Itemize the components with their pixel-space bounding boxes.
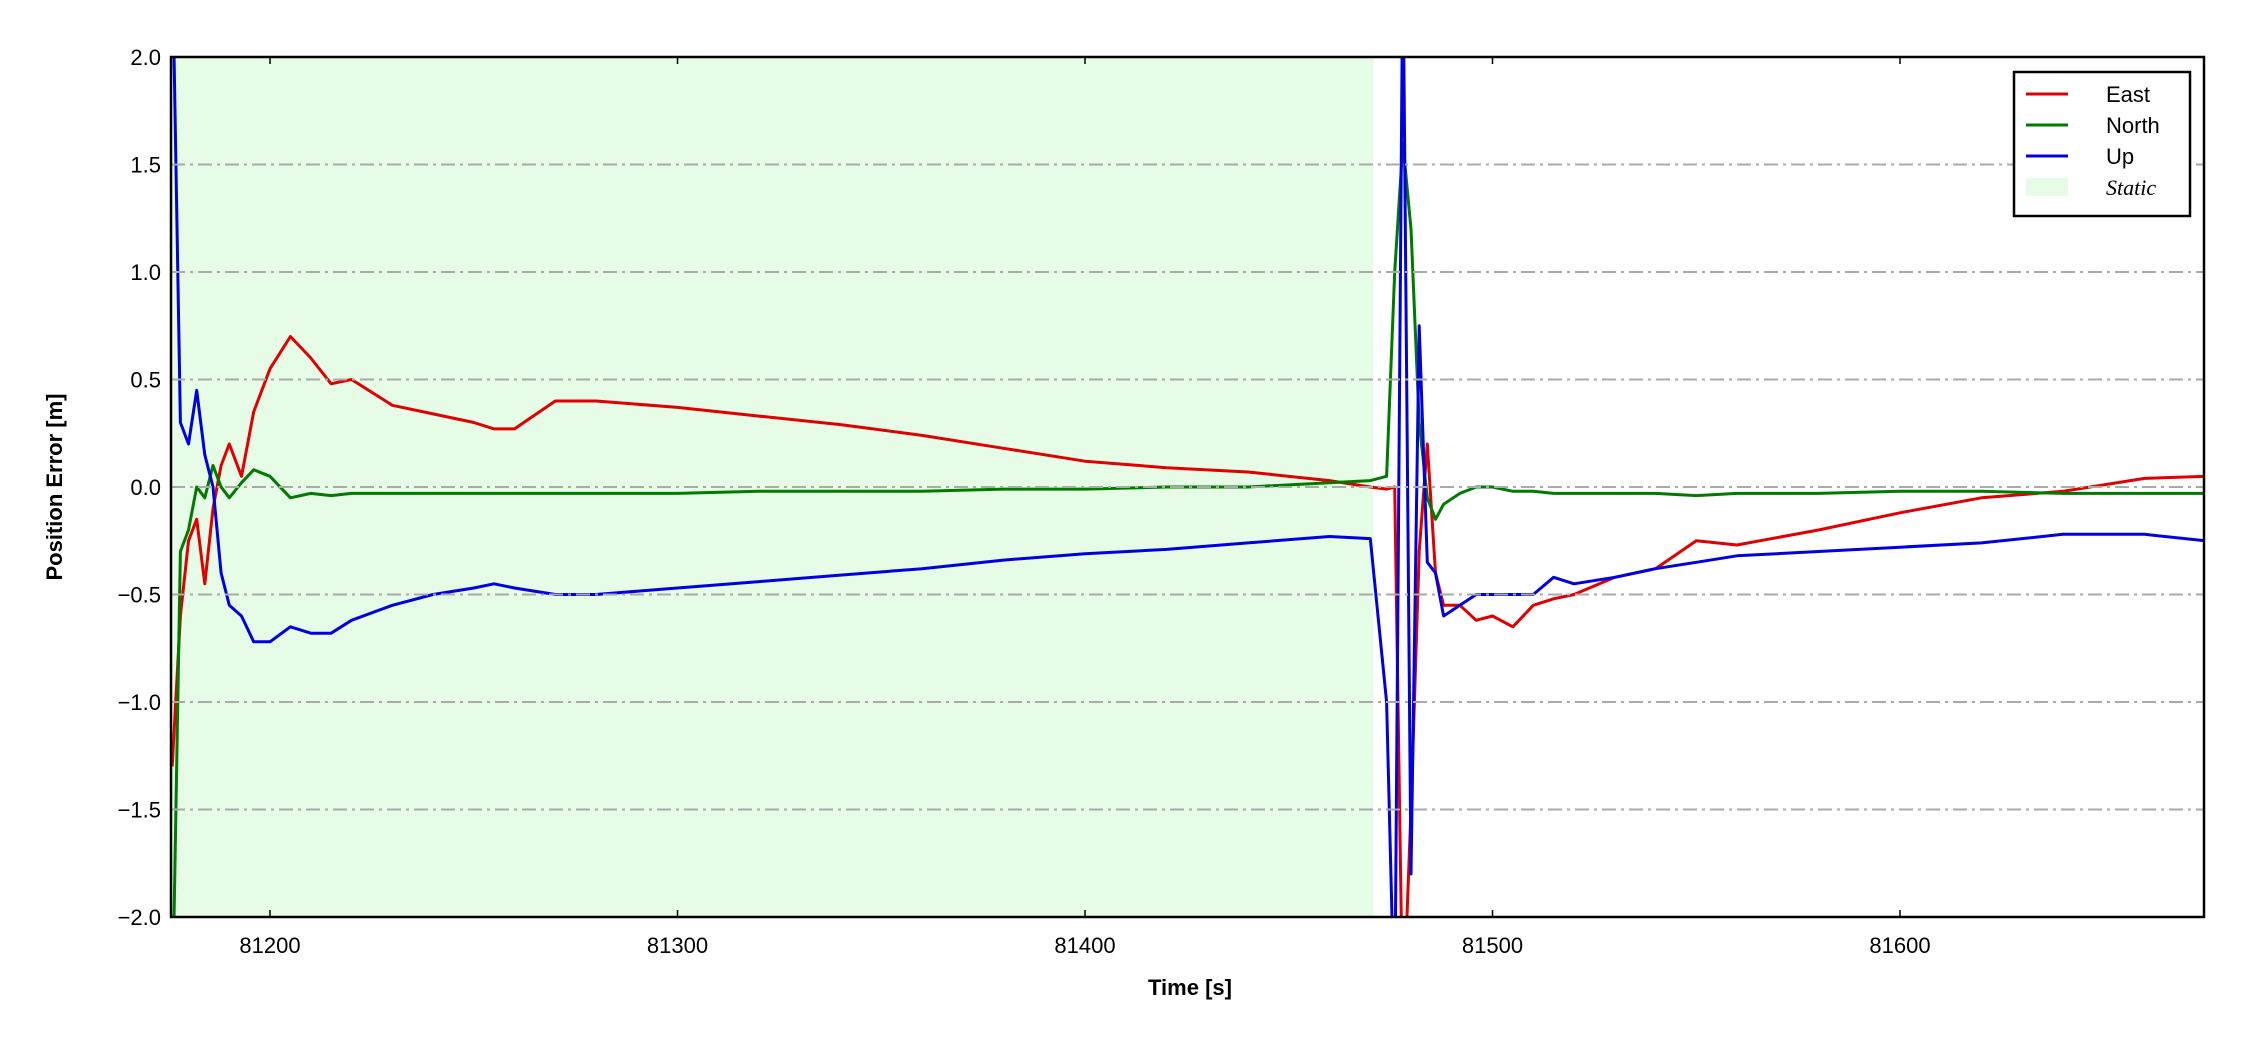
y-tick-label: 1.5 xyxy=(130,153,161,178)
y-tick-label: 1.0 xyxy=(130,260,161,285)
x-tick-label: 81500 xyxy=(1462,933,1523,958)
legend-label: Static xyxy=(2106,175,2156,200)
plot-frame xyxy=(169,55,2206,919)
y-tick-label: 0.0 xyxy=(130,475,161,500)
y-tick-label: −0.5 xyxy=(118,583,161,608)
legend-label: North xyxy=(2106,113,2160,138)
y-tick-label: −2.0 xyxy=(118,905,161,930)
series-line xyxy=(171,335,2204,917)
y-tick-label: −1.5 xyxy=(118,798,161,823)
series-line xyxy=(172,141,2204,917)
y-tick-label: 2.0 xyxy=(130,45,161,70)
x-tick-label: 81600 xyxy=(1869,933,1930,958)
legend: East North Up Static xyxy=(2012,70,2192,218)
legend-label: East xyxy=(2106,82,2150,107)
y-tick-label: −1.0 xyxy=(118,690,161,715)
y-axis-label: Position Error [m] xyxy=(42,393,67,580)
y-tick-label: 0.5 xyxy=(130,368,161,393)
legend-swatch xyxy=(2026,178,2068,196)
x-tick-label: 81400 xyxy=(1054,933,1115,958)
plot-area xyxy=(171,57,2204,917)
x-tick-label: 81300 xyxy=(647,933,708,958)
series-line xyxy=(172,57,2204,917)
x-axis-label: Time [s] xyxy=(1148,975,1232,1000)
legend-label: Up xyxy=(2106,144,2134,169)
x-tick-label: 81200 xyxy=(239,933,300,958)
